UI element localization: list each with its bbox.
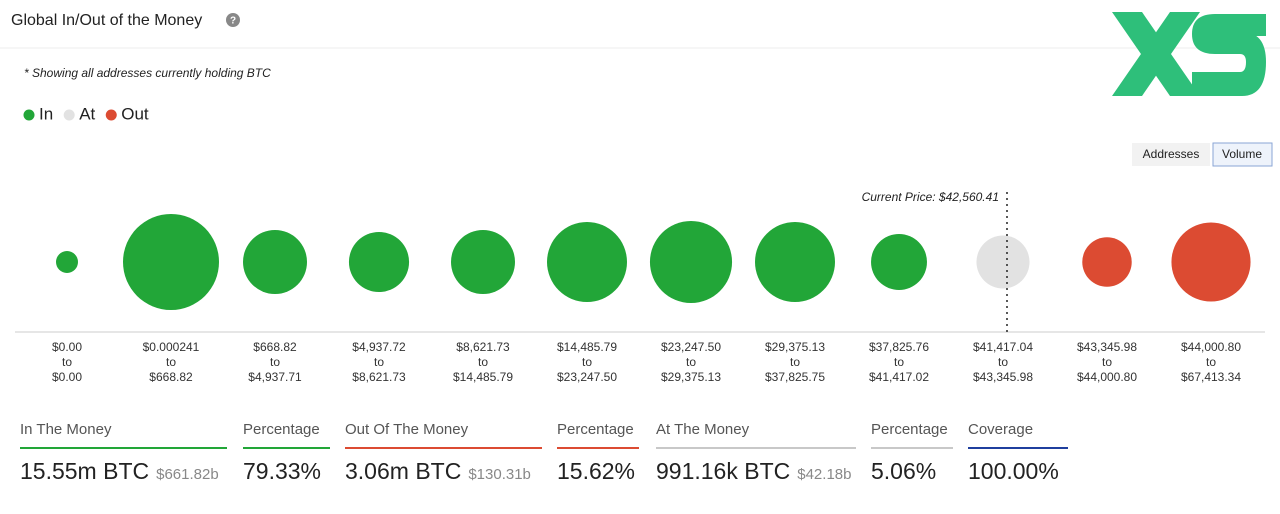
bubble xyxy=(1082,237,1132,287)
range-from: $0.000241 xyxy=(143,340,200,354)
bubble xyxy=(871,234,927,290)
logo-x xyxy=(1112,12,1200,96)
bubble xyxy=(243,230,307,294)
range-connector: to xyxy=(1206,355,1216,369)
summary-label: Percentage xyxy=(557,421,634,438)
summary-value: 3.06m BTC xyxy=(345,458,461,484)
range-to: $4,937.71 xyxy=(248,370,302,384)
summary-sub: $661.82b xyxy=(156,466,219,483)
summary-label: Percentage xyxy=(243,421,320,438)
title: Global In/Out of the Money xyxy=(11,12,202,29)
bubble xyxy=(976,235,1030,289)
range-to: $668.82 xyxy=(149,370,193,384)
summary-value: 5.06% xyxy=(871,458,936,484)
bubble xyxy=(123,214,219,310)
range-connector: to xyxy=(478,355,488,369)
range-from: $0.00 xyxy=(52,340,82,354)
range-connector: to xyxy=(790,355,800,369)
bubble xyxy=(56,251,78,273)
legend-dot xyxy=(23,109,35,121)
note: * Showing all addresses currently holdin… xyxy=(24,66,271,80)
summary-label: Percentage xyxy=(871,421,948,438)
toggle-volume[interactable] xyxy=(1212,142,1273,167)
summary-sub: $42.18b xyxy=(797,466,851,483)
legend-label: At xyxy=(79,104,95,123)
range-to: $67,413.34 xyxy=(1181,370,1241,384)
legend-dot xyxy=(105,109,117,121)
current-price-label: Current Price: $42,560.41 xyxy=(862,190,999,204)
range-from: $23,247.50 xyxy=(661,340,721,354)
range-from: $43,345.98 xyxy=(1077,340,1137,354)
range-from: $41,417.04 xyxy=(973,340,1033,354)
range-to: $41,417.02 xyxy=(869,370,929,384)
help-icon[interactable] xyxy=(226,13,240,27)
range-to: $8,621.73 xyxy=(352,370,406,384)
range-to: $14,485.79 xyxy=(453,370,513,384)
logo-s xyxy=(1192,14,1266,96)
bubble xyxy=(1171,222,1251,302)
range-from: $668.82 xyxy=(253,340,297,354)
range-to: $23,247.50 xyxy=(557,370,617,384)
range-from: $37,825.76 xyxy=(869,340,929,354)
summary-label: In The Money xyxy=(20,421,112,438)
summary-value: 15.55m BTC xyxy=(20,458,149,484)
summary-label: At The Money xyxy=(656,421,750,438)
range-connector: to xyxy=(686,355,696,369)
range-connector: to xyxy=(1102,355,1112,369)
summary-value: 79.33% xyxy=(243,458,321,484)
range-to: $0.00 xyxy=(52,370,82,384)
toggle-label: Volume xyxy=(1222,147,1262,161)
range-connector: to xyxy=(374,355,384,369)
summary-sub: $130.31b xyxy=(468,466,531,483)
summary-value: 15.62% xyxy=(557,458,635,484)
range-to: $37,825.75 xyxy=(765,370,825,384)
range-from: $8,621.73 xyxy=(456,340,510,354)
bubble xyxy=(451,230,515,294)
range-from: $4,937.72 xyxy=(352,340,406,354)
logo xyxy=(1112,12,1266,96)
bubble xyxy=(755,222,835,302)
range-to: $29,375.13 xyxy=(661,370,721,384)
range-connector: to xyxy=(894,355,904,369)
toggle-addresses[interactable] xyxy=(1132,143,1210,166)
range-from: $29,375.13 xyxy=(765,340,825,354)
range-to: $44,000.80 xyxy=(1077,370,1137,384)
summary-value: 100.00% xyxy=(968,458,1059,484)
bubble xyxy=(547,222,627,302)
range-to: $43,345.98 xyxy=(973,370,1033,384)
range-connector: to xyxy=(582,355,592,369)
legend-label: Out xyxy=(121,104,149,123)
legend-dot xyxy=(63,109,75,121)
summary-label: Coverage xyxy=(968,421,1033,438)
range-from: $44,000.80 xyxy=(1181,340,1241,354)
range-connector: to xyxy=(166,355,176,369)
range-connector: to xyxy=(998,355,1008,369)
summary-value: 991.16k BTC xyxy=(656,458,790,484)
range-connector: to xyxy=(270,355,280,369)
range-from: $14,485.79 xyxy=(557,340,617,354)
legend-label: In xyxy=(39,104,53,123)
bubble xyxy=(649,220,733,304)
range-connector: to xyxy=(62,355,72,369)
summary-label: Out Of The Money xyxy=(345,421,469,438)
help-glyph: ? xyxy=(230,16,236,27)
toggle-label: Addresses xyxy=(1143,147,1200,161)
bubble xyxy=(348,231,410,293)
legend: In At Out xyxy=(23,104,149,123)
